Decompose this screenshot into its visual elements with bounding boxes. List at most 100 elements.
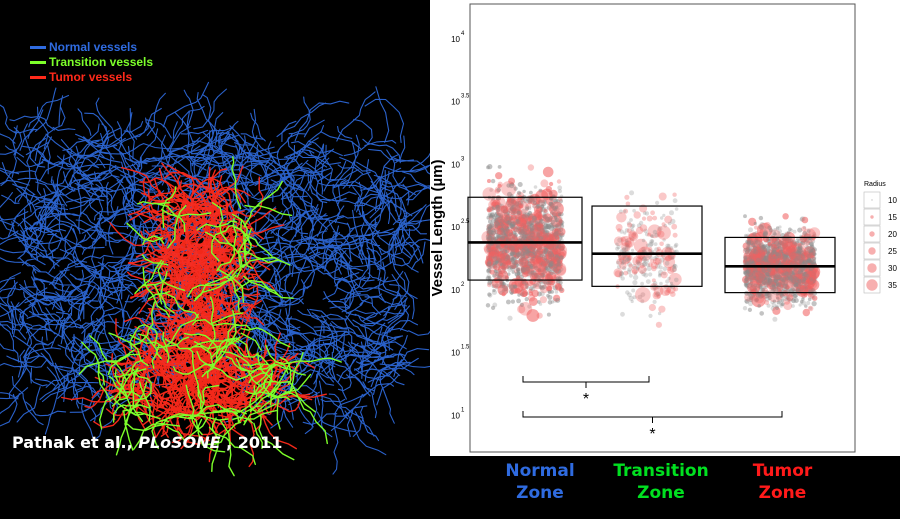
data-point (496, 233, 502, 239)
data-point (672, 232, 678, 238)
data-point (536, 231, 546, 241)
data-point (540, 179, 549, 188)
data-point (504, 234, 512, 242)
data-point (544, 266, 548, 270)
data-point (542, 250, 547, 255)
data-point (531, 253, 536, 258)
data-point (529, 265, 533, 270)
data-point (775, 282, 780, 286)
data-point (529, 264, 534, 268)
data-point (490, 178, 496, 184)
data-point (514, 201, 520, 206)
data-point (543, 208, 548, 213)
data-point (504, 215, 510, 221)
data-point (548, 263, 553, 268)
data-point (556, 258, 562, 263)
data-point (518, 228, 522, 233)
data-point (511, 246, 515, 251)
data-point (812, 251, 817, 257)
data-point (775, 273, 781, 279)
data-point (520, 223, 527, 229)
data-point (486, 237, 491, 241)
data-point (489, 246, 500, 258)
data-point (514, 288, 521, 294)
data-point (653, 242, 658, 247)
data-point (523, 220, 528, 225)
data-point (497, 274, 503, 280)
data-point (674, 242, 679, 247)
data-point (548, 260, 554, 265)
data-point (548, 233, 554, 239)
data-point (538, 250, 543, 256)
data-point (507, 272, 511, 276)
data-point (521, 270, 526, 275)
data-point (554, 290, 559, 294)
data-point (487, 280, 493, 286)
data-point (557, 227, 566, 236)
data-point (641, 238, 646, 243)
data-point (500, 230, 506, 236)
data-point (534, 252, 541, 259)
data-point (782, 213, 789, 220)
data-point (497, 270, 509, 281)
data-point (495, 172, 503, 180)
data-point (501, 265, 506, 271)
data-point (558, 232, 563, 237)
data-point (488, 227, 493, 232)
data-point (776, 300, 781, 305)
data-point (521, 291, 528, 297)
data-point (522, 235, 527, 240)
data-point (544, 253, 551, 261)
data-point (522, 189, 526, 194)
data-point (528, 250, 537, 258)
data-point (497, 183, 502, 189)
data-point (499, 228, 507, 236)
data-point (798, 285, 809, 296)
data-point (764, 255, 768, 259)
data-point (559, 220, 565, 226)
data-point (627, 222, 633, 228)
data-point (790, 252, 804, 266)
data-point (531, 215, 538, 222)
data-point (548, 201, 553, 206)
data-point (493, 224, 505, 235)
data-point (548, 245, 555, 251)
data-point (539, 254, 544, 258)
data-point (780, 302, 785, 306)
data-point (559, 255, 564, 260)
data-point (546, 198, 554, 206)
data-point (486, 230, 493, 236)
data-point (527, 200, 532, 205)
data-point (493, 269, 498, 274)
data-point (544, 245, 550, 251)
data-point (535, 275, 541, 281)
data-point (530, 223, 534, 227)
data-point (549, 257, 563, 272)
y-tick-exponent: 1.5 (461, 345, 470, 351)
data-point (548, 252, 553, 257)
data-point (537, 268, 541, 272)
vessel-legend-swatch (30, 75, 46, 79)
data-point (516, 269, 520, 273)
data-point (801, 297, 805, 301)
data-point (538, 188, 543, 193)
data-point (553, 207, 558, 212)
data-point (547, 300, 553, 305)
data-point (516, 210, 522, 216)
data-point (519, 246, 525, 251)
data-point (513, 227, 519, 233)
data-point (529, 258, 534, 263)
data-point (525, 264, 529, 269)
data-point (498, 235, 510, 247)
data-point (538, 246, 542, 250)
data-point (557, 212, 561, 217)
data-point (485, 303, 491, 308)
data-point (536, 247, 544, 255)
data-point (537, 228, 541, 232)
data-point (650, 239, 655, 243)
data-point (500, 230, 506, 236)
data-point (506, 299, 511, 305)
data-point (775, 226, 780, 230)
data-point (549, 253, 555, 258)
y-tick-label: 10 (451, 411, 460, 420)
